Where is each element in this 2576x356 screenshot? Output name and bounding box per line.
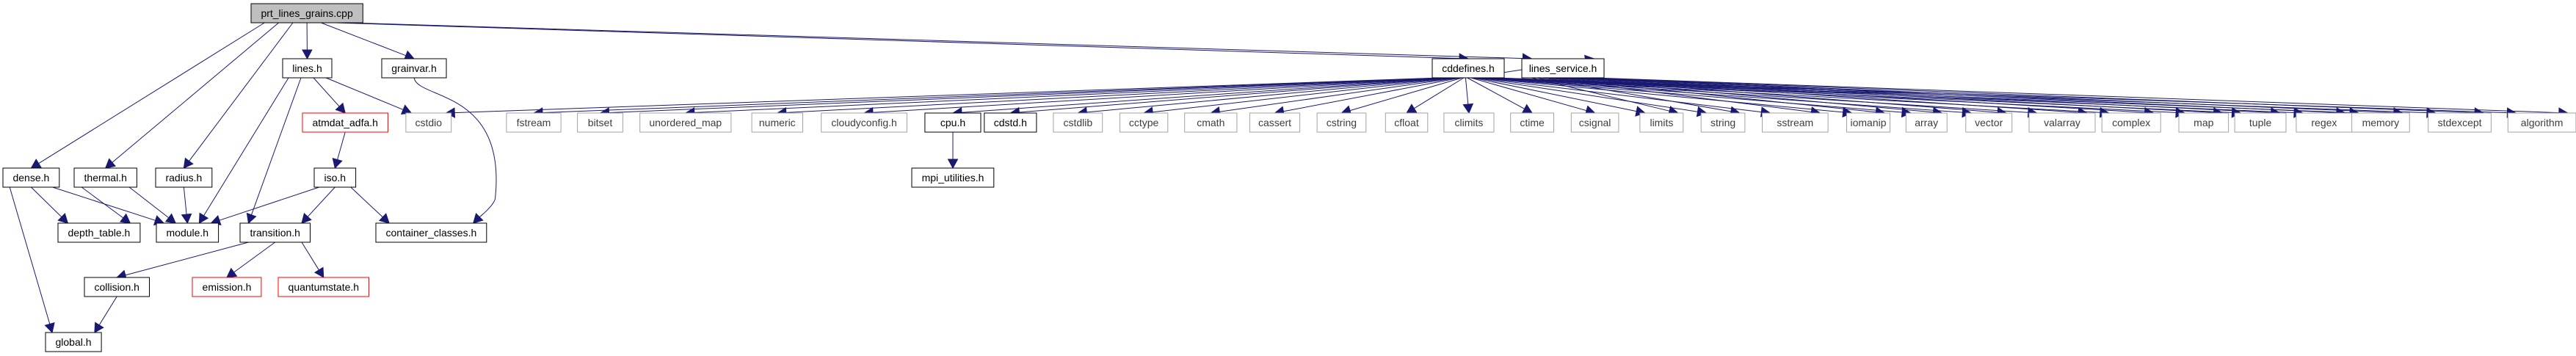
svg-text:cfloat: cfloat: [1394, 117, 1419, 128]
svg-text:collision.h: collision.h: [94, 281, 139, 293]
svg-text:cmath: cmath: [1197, 117, 1224, 128]
svg-text:dense.h: dense.h: [12, 172, 49, 184]
svg-text:atmdat_adfa.h: atmdat_adfa.h: [312, 117, 378, 128]
svg-text:module.h: module.h: [167, 227, 209, 239]
svg-text:ctime: ctime: [1520, 117, 1545, 128]
svg-text:map: map: [2194, 117, 2213, 128]
svg-text:cdstd.h: cdstd.h: [994, 117, 1027, 128]
svg-text:stdexcept: stdexcept: [2438, 117, 2482, 128]
svg-text:regex: regex: [2311, 117, 2337, 128]
svg-text:lines.h: lines.h: [292, 62, 322, 74]
svg-text:complex: complex: [2112, 117, 2150, 128]
svg-text:string: string: [1710, 117, 1735, 128]
svg-text:prt_lines_grains.cpp: prt_lines_grains.cpp: [261, 7, 353, 19]
svg-text:cassert: cassert: [1258, 117, 1291, 128]
svg-text:csignal: csignal: [1579, 117, 1611, 128]
svg-text:algorithm: algorithm: [2521, 117, 2564, 128]
svg-text:transition.h: transition.h: [250, 227, 300, 239]
svg-text:bitset: bitset: [588, 117, 613, 128]
svg-text:thermal.h: thermal.h: [84, 172, 127, 184]
svg-text:cstdio: cstdio: [416, 117, 443, 128]
svg-text:cctype: cctype: [1129, 117, 1159, 128]
svg-text:quantumstate.h: quantumstate.h: [289, 281, 360, 293]
svg-text:cddefines.h: cddefines.h: [1442, 62, 1495, 74]
svg-text:cpu.h: cpu.h: [940, 117, 965, 128]
svg-text:memory: memory: [2362, 117, 2400, 128]
svg-text:grainvar.h: grainvar.h: [391, 62, 436, 74]
svg-text:sstream: sstream: [1777, 117, 1813, 128]
svg-text:fstream: fstream: [517, 117, 551, 128]
svg-text:tuple: tuple: [2249, 117, 2272, 128]
svg-text:global.h: global.h: [55, 336, 91, 348]
svg-text:climits: climits: [1455, 117, 1484, 128]
svg-text:limits: limits: [1650, 117, 1673, 128]
svg-text:array: array: [1915, 117, 1938, 128]
svg-text:radius.h: radius.h: [165, 172, 202, 184]
svg-text:cstring: cstring: [1327, 117, 1357, 128]
svg-text:container_classes.h: container_classes.h: [386, 227, 477, 239]
svg-text:depth_table.h: depth_table.h: [68, 227, 130, 239]
svg-text:cstdlib: cstdlib: [1063, 117, 1092, 128]
svg-text:valarray: valarray: [2044, 117, 2080, 128]
svg-text:iso.h: iso.h: [324, 172, 347, 184]
svg-text:vector: vector: [1975, 117, 2003, 128]
svg-text:emission.h: emission.h: [203, 281, 252, 293]
svg-text:iomanip: iomanip: [1850, 117, 1886, 128]
svg-text:cloudyconfig.h: cloudyconfig.h: [831, 117, 897, 128]
svg-text:numeric: numeric: [759, 117, 796, 128]
svg-text:unordered_map: unordered_map: [649, 117, 722, 128]
svg-text:mpi_utilities.h: mpi_utilities.h: [922, 172, 984, 184]
svg-text:lines_service.h: lines_service.h: [1529, 62, 1597, 74]
